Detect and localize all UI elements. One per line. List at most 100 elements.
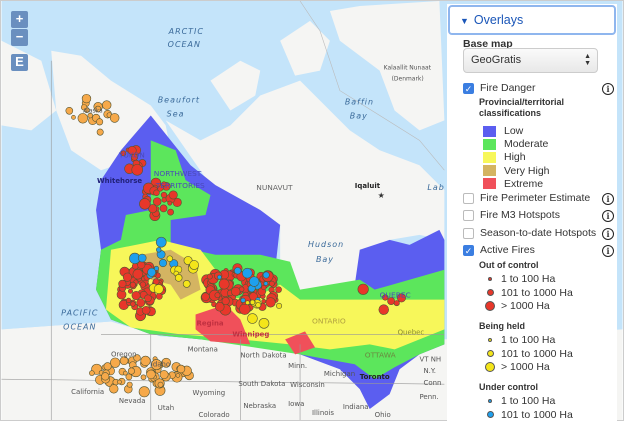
fire-marker[interactable] (146, 369, 156, 380)
fire-marker[interactable] (127, 367, 135, 375)
fire-marker[interactable] (275, 286, 282, 293)
fire-marker[interactable] (126, 381, 133, 388)
fire-marker[interactable] (167, 200, 173, 206)
fire-marker[interactable] (109, 113, 120, 123)
fire-marker[interactable] (101, 372, 110, 381)
fire-marker[interactable] (174, 274, 183, 282)
e-button[interactable]: E (11, 54, 28, 71)
fire-danger-toggle[interactable]: ✓ Fire Danger (463, 82, 535, 94)
fire-marker[interactable] (167, 208, 174, 216)
fire-marker[interactable] (230, 286, 241, 297)
fire-marker[interactable] (161, 357, 172, 368)
info-icon[interactable]: i (602, 210, 614, 222)
fire-marker[interactable] (153, 284, 164, 294)
fire-marker[interactable] (147, 267, 157, 277)
fire-marker[interactable] (71, 115, 76, 120)
fire-marker[interactable] (276, 302, 283, 309)
fire-perimeter-toggle[interactable]: Fire Perimeter Estimate (463, 192, 590, 204)
active-fires-toggle[interactable]: ✓ Active Fires (463, 244, 535, 256)
fire-marker[interactable] (175, 373, 181, 378)
fire-marker[interactable] (136, 298, 146, 308)
fire-marker[interactable] (94, 105, 102, 113)
fire-marker[interactable] (65, 106, 74, 115)
fire-marker[interactable] (110, 357, 121, 368)
fire-marker[interactable] (139, 198, 151, 210)
info-icon[interactable]: i (602, 228, 614, 240)
m3-hotspots-toggle[interactable]: Fire M3 Hotspots (463, 209, 560, 221)
zoom-in-button[interactable]: + (11, 11, 28, 28)
fire-marker[interactable] (159, 204, 168, 213)
fire-marker[interactable] (382, 294, 389, 301)
fire-marker[interactable] (87, 112, 93, 119)
fire-marker[interactable] (130, 301, 136, 307)
fire-marker[interactable] (217, 274, 222, 280)
fire-marker[interactable] (151, 359, 162, 371)
fire-marker[interactable] (122, 272, 132, 282)
fire-marker[interactable] (221, 297, 230, 306)
season-hotspots-checkbox[interactable] (463, 227, 474, 239)
fire-marker[interactable] (131, 291, 141, 301)
fire-marker[interactable] (240, 297, 246, 303)
overlays-header[interactable]: ▼ Overlays (448, 5, 616, 35)
fire-marker[interactable] (261, 298, 267, 304)
fire-marker[interactable] (139, 281, 147, 288)
fire-marker[interactable] (249, 299, 256, 305)
info-icon[interactable]: i (602, 193, 614, 205)
fire-marker[interactable] (233, 267, 242, 275)
fire-marker[interactable] (262, 271, 270, 279)
fire-marker[interactable] (96, 128, 104, 136)
fire-marker[interactable] (263, 281, 269, 286)
fire-marker[interactable] (103, 362, 112, 371)
fire-marker[interactable] (141, 305, 151, 315)
info-icon[interactable]: i (602, 245, 614, 257)
fire-marker[interactable] (102, 100, 112, 110)
fire-marker[interactable] (248, 276, 260, 287)
fire-marker[interactable] (131, 164, 143, 176)
fire-marker[interactable] (109, 384, 119, 394)
fire-marker[interactable] (131, 262, 139, 270)
fire-marker[interactable] (247, 313, 258, 324)
fire-marker[interactable] (126, 297, 132, 303)
fire-marker[interactable] (127, 288, 133, 294)
fire-marker[interactable] (152, 197, 162, 206)
fire-marker[interactable] (265, 297, 276, 308)
fire-marker[interactable] (129, 281, 136, 288)
active-fires-checkbox[interactable]: ✓ (463, 244, 474, 256)
m3-hotspots-checkbox[interactable] (463, 209, 474, 221)
fire-marker[interactable] (258, 317, 270, 329)
base-map-select[interactable]: GeoGratis ▲ ▼ (463, 48, 598, 73)
fire-marker[interactable] (89, 370, 95, 376)
fire-marker[interactable] (160, 191, 168, 199)
fire-marker[interactable] (242, 267, 253, 279)
fire-marker[interactable] (125, 373, 133, 381)
fire-marker[interactable] (378, 304, 389, 315)
fire-marker[interactable] (138, 386, 150, 398)
fire-marker[interactable] (153, 189, 160, 196)
fire-marker[interactable] (77, 113, 88, 124)
fire-marker[interactable] (396, 293, 406, 303)
fire-marker[interactable] (268, 280, 275, 287)
fire-marker[interactable] (166, 255, 173, 262)
fire-marker[interactable] (159, 370, 169, 380)
fire-marker[interactable] (214, 292, 221, 299)
fire-marker[interactable] (261, 285, 267, 291)
fire-marker[interactable] (206, 273, 213, 280)
fire-marker[interactable] (131, 153, 139, 161)
fire-marker[interactable] (245, 300, 250, 305)
fire-marker[interactable] (215, 302, 225, 312)
fire-marker[interactable] (357, 283, 369, 295)
fire-marker[interactable] (154, 265, 159, 271)
fire-marker[interactable] (168, 190, 178, 200)
zoom-out-button[interactable]: − (11, 29, 28, 46)
fire-marker[interactable] (255, 302, 262, 309)
fire-marker[interactable] (122, 370, 128, 376)
fire-perimeter-checkbox[interactable] (463, 192, 474, 204)
fire-marker[interactable] (96, 118, 104, 126)
season-hotspots-toggle[interactable]: Season-to-date Hotspots (463, 227, 596, 239)
fire-marker[interactable] (117, 379, 122, 385)
fire-marker[interactable] (201, 292, 210, 302)
fire-marker[interactable] (133, 354, 141, 362)
fire-marker[interactable] (132, 268, 144, 280)
fire-marker[interactable] (118, 279, 127, 288)
fire-marker[interactable] (189, 260, 200, 270)
